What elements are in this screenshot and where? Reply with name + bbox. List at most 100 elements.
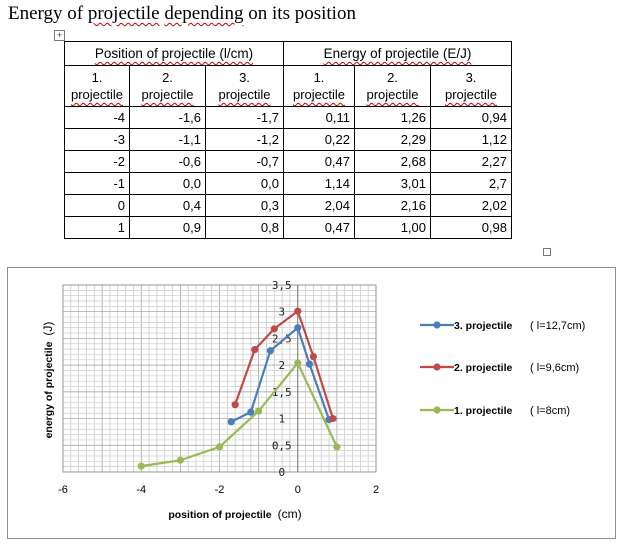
table-cell[interactable]: -0,6 <box>129 150 206 173</box>
series-line <box>141 361 338 468</box>
table-cell[interactable]: 0,8 <box>205 216 284 239</box>
table-cell[interactable]: 0,9 <box>129 216 206 239</box>
data-point <box>176 456 184 464</box>
series-line <box>230 326 331 423</box>
sub-header-cell: 1. projectile <box>283 65 355 107</box>
legend-marker <box>433 363 441 371</box>
table-cell[interactable]: -2 <box>64 150 130 173</box>
legend-series-name: 1. projectile <box>454 405 513 417</box>
data-point <box>294 307 302 315</box>
x-axis-label-unit: (cm) <box>278 507 302 521</box>
table-cell[interactable]: 2,29 <box>354 128 431 151</box>
table-cell[interactable]: -4 <box>64 106 130 129</box>
table-cell[interactable]: 0,0 <box>205 172 284 195</box>
sub-header-label: projectile <box>141 87 194 102</box>
table-cell[interactable]: 0,98 <box>430 216 512 239</box>
data-point <box>215 443 224 451</box>
x-tick-label: 2 <box>373 484 379 496</box>
table-row: -2 -0,6 -0,7 0,47 2,68 2,27 <box>64 150 512 173</box>
table-cell[interactable]: 0,0 <box>129 172 206 195</box>
data-point <box>227 418 235 426</box>
table-cell[interactable]: 2,27 <box>430 150 512 173</box>
data-point <box>247 408 255 416</box>
table-cell[interactable]: 0,47 <box>283 150 355 173</box>
table-cell[interactable]: -1,1 <box>129 128 206 151</box>
table-cell[interactable]: 2,04 <box>283 194 355 217</box>
table-cell[interactable]: -3 <box>64 128 130 151</box>
x-axis-label: position of projectile (cm) <box>168 507 301 521</box>
table-cell[interactable]: 0 <box>64 194 130 217</box>
x-tick-label: 0 <box>295 484 301 496</box>
y-tick-label: 3 <box>278 306 285 319</box>
table-cell[interactable]: 1,00 <box>354 216 431 239</box>
data-point <box>309 352 317 361</box>
chart-frame[interactable]: -6 -4 -2 0 2 0 0,5 1 1,5 2 2,5 3 3,5 position of proj… <box>7 267 616 539</box>
legend-marker <box>433 321 441 329</box>
table-cell[interactable]: 1 <box>64 216 130 239</box>
group-header-label: Energy of projectile (E/J) <box>323 46 472 61</box>
legend-marker <box>433 406 441 414</box>
table-cell[interactable]: -1,2 <box>205 128 284 151</box>
x-tick-label: -2 <box>215 484 225 496</box>
sub-header-cell: 2. projectile <box>129 65 206 107</box>
legend-series-note: ( l=8cm) <box>530 405 570 417</box>
data-point <box>270 325 278 333</box>
plot-area-border <box>62 284 377 473</box>
data-point <box>294 359 302 367</box>
legend-series-name: 3. projectile <box>454 320 513 332</box>
title-word: depending <box>164 3 244 24</box>
sub-header-cell: 2. projectile <box>354 65 431 107</box>
data-point <box>333 443 341 451</box>
table-row: 0 0,4 0,3 2,04 2,16 2,02 <box>64 194 512 217</box>
data-point <box>255 407 263 415</box>
data-point <box>294 324 302 332</box>
data-point <box>137 462 145 470</box>
chart-grid <box>62 284 377 473</box>
data-table: Position of projectile (l/cm) Energy of p… <box>64 41 512 239</box>
table-cell[interactable]: 1,14 <box>283 172 355 195</box>
sub-header-label: projectile <box>218 87 271 102</box>
table-move-handle-icon[interactable]: + <box>54 30 65 41</box>
table-row: -1 0,0 0,0 1,14 3,01 2,7 <box>64 172 512 195</box>
x-tick-label: -4 <box>136 484 146 496</box>
table-row: -4 -1,6 -1,7 0,11 1,26 0,94 <box>64 106 512 129</box>
table-cell[interactable]: 0,47 <box>283 216 355 239</box>
group-header-cell: Position of projectile (l/cm) <box>64 41 284 66</box>
y-axis-label: energy of projectile (J) <box>41 322 55 439</box>
table-cell[interactable]: 0,22 <box>283 128 355 151</box>
table-cell[interactable]: 2,16 <box>354 194 431 217</box>
sub-header-label: projectile <box>444 87 498 102</box>
sub-header-number: 3. <box>239 70 250 85</box>
group-header-cell: Energy of projectile (E/J) <box>283 41 512 66</box>
title-word: Energy <box>8 3 63 24</box>
table-cell[interactable]: -1,6 <box>129 106 206 129</box>
table-cell[interactable]: 2,02 <box>430 194 512 217</box>
sub-header-number: 1. <box>313 70 325 85</box>
table-cell[interactable]: 2,7 <box>430 172 512 195</box>
table-cell[interactable]: 0,11 <box>283 106 355 129</box>
data-point <box>305 360 314 368</box>
y-tick-label: 3,5 <box>272 279 292 292</box>
table-cell[interactable]: -0,7 <box>205 150 284 173</box>
table-cell[interactable]: 0,94 <box>430 106 512 129</box>
table-cell[interactable]: 3,01 <box>354 172 431 195</box>
legend-series-note: ( l=9,6cm) <box>530 362 579 374</box>
title-word: of <box>67 3 84 24</box>
y-tick-label: 0 <box>278 466 285 479</box>
table-cell[interactable]: 0,3 <box>205 194 284 217</box>
table-cell[interactable]: 1,12 <box>430 128 512 151</box>
title-word: its <box>272 3 290 24</box>
table-cell[interactable]: 2,68 <box>354 150 431 173</box>
sub-header-number: 1. <box>91 70 103 85</box>
table-cell[interactable]: -1,7 <box>205 106 284 129</box>
table-cell[interactable]: 1,26 <box>354 106 431 129</box>
table-resize-handle[interactable] <box>543 248 551 256</box>
table-cell[interactable]: -1 <box>64 172 130 195</box>
table-cell[interactable]: 0,4 <box>129 194 206 217</box>
y-tick-label: 2 <box>278 359 285 372</box>
table-sub-header-row: 1. projectile 2. projectile 3. projectile 1. pr… <box>64 65 512 107</box>
data-point <box>251 346 259 354</box>
legend-series-name: 2. projectile <box>454 362 513 374</box>
table-group-header-row: Position of projectile (l/cm) Energy of p… <box>64 41 512 66</box>
sub-header-label: projectile <box>292 87 346 102</box>
